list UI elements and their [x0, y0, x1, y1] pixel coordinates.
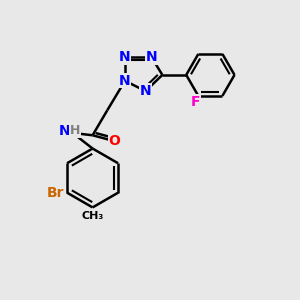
Text: N: N: [119, 50, 131, 64]
Text: O: O: [109, 134, 121, 148]
Text: N: N: [58, 124, 70, 138]
Text: N: N: [140, 84, 152, 98]
Text: N: N: [146, 50, 157, 64]
Text: H: H: [67, 124, 77, 137]
Text: F: F: [190, 95, 200, 109]
Text: H: H: [70, 124, 80, 137]
Text: CH₃: CH₃: [82, 211, 104, 221]
Text: Br: Br: [47, 186, 64, 200]
Text: N: N: [119, 74, 131, 88]
